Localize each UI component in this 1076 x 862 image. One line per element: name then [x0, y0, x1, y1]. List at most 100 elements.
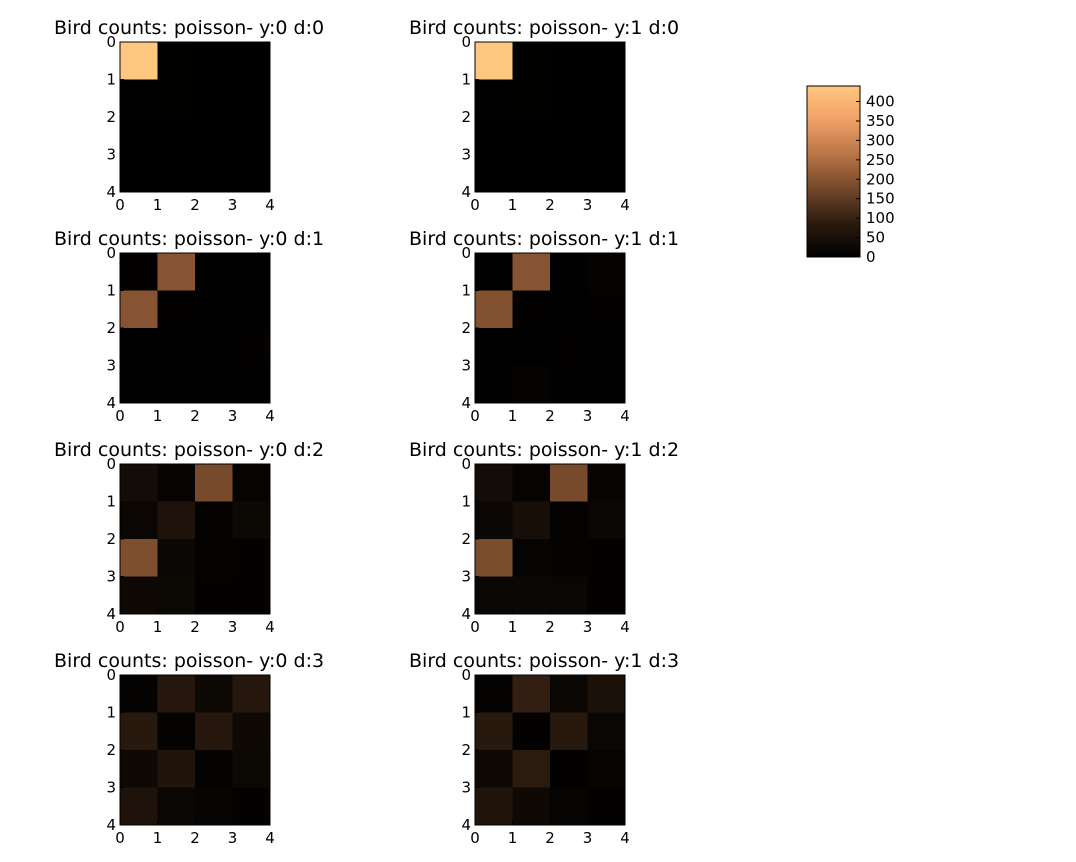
y-tick-label: 0 — [106, 33, 116, 51]
heatmap-cell — [157, 117, 196, 155]
y-tick-label: 0 — [461, 244, 471, 262]
heatmap-cell — [550, 501, 588, 540]
y-tick-label: 4 — [106, 816, 116, 834]
heatmap-cell — [550, 787, 588, 826]
heatmap-cell — [232, 365, 271, 404]
heatmap-cell — [195, 675, 233, 713]
y-tick-label: 1 — [461, 704, 471, 722]
x-tick-label: 3 — [228, 196, 238, 214]
heatmap-cell — [512, 787, 551, 826]
heatmap-cell — [512, 365, 551, 404]
heatmap-cell — [195, 464, 233, 502]
heatmap-cell — [157, 712, 196, 751]
heatmap-cell — [195, 365, 233, 404]
y-tick-label: 3 — [461, 568, 471, 586]
heatmap-cell — [587, 712, 626, 751]
heatmap-cell — [512, 253, 551, 291]
heatmap-cell — [512, 42, 551, 80]
colorbar-tick-label: 250 — [866, 151, 895, 169]
heatmap-cell — [587, 79, 626, 118]
heatmap-cell — [157, 42, 196, 80]
heatmap-cell — [587, 253, 626, 291]
heatmap-cell — [512, 675, 551, 713]
x-tick-label: 3 — [228, 407, 238, 425]
heatmap-cell — [195, 79, 233, 118]
heatmap-cell — [512, 501, 551, 540]
heatmap-cell — [587, 576, 626, 615]
heatmap-cell — [232, 154, 271, 193]
heatmap-cell — [475, 79, 513, 118]
x-tick-label: 2 — [190, 196, 200, 214]
panel-title: Bird counts: poisson- y:0 d:1 — [54, 228, 324, 250]
heatmap-cell — [550, 328, 588, 366]
heatmap-cell — [120, 464, 158, 502]
y-tick-label: 1 — [106, 71, 116, 89]
x-tick-label: 3 — [228, 829, 238, 847]
heatmap-cell — [512, 576, 551, 615]
x-tick-label: 0 — [115, 196, 125, 214]
y-tick-label: 1 — [106, 493, 116, 511]
heatmap-cell — [475, 750, 513, 788]
heatmap-cell — [550, 675, 588, 713]
heatmap-cell — [157, 675, 196, 713]
y-tick-label: 2 — [106, 530, 116, 548]
x-tick-label: 1 — [508, 196, 518, 214]
x-tick-label: 0 — [115, 618, 125, 636]
heatmap-cell — [157, 328, 196, 366]
heatmap-cell — [195, 501, 233, 540]
heatmap-cell — [587, 328, 626, 366]
heatmap-cell — [550, 253, 588, 291]
heatmap-cell — [157, 154, 196, 193]
x-tick-label: 0 — [470, 407, 480, 425]
x-tick-label: 4 — [620, 618, 630, 636]
heatmap-cell — [512, 464, 551, 502]
x-tick-label: 4 — [620, 196, 630, 214]
x-tick-label: 4 — [265, 618, 275, 636]
y-tick-label: 1 — [106, 282, 116, 300]
panel-title: Bird counts: poisson- y:1 d:3 — [409, 650, 679, 672]
x-tick-label: 4 — [265, 196, 275, 214]
x-tick-label: 1 — [508, 618, 518, 636]
colorbar-tick-label: 350 — [866, 112, 895, 130]
heatmap-cell — [475, 117, 513, 155]
heatmap-cell — [232, 117, 271, 155]
heatmap-cell — [232, 675, 271, 713]
heatmap-cell — [120, 750, 158, 788]
heatmap-cell — [157, 539, 196, 577]
heatmap-cell — [550, 365, 588, 404]
heatmap-cell — [475, 365, 513, 404]
panel-title: Bird counts: poisson- y:1 d:2 — [409, 439, 679, 461]
y-tick-label: 4 — [461, 183, 471, 201]
colorbar-tick-label: 0 — [866, 248, 876, 266]
heatmap-cell — [550, 79, 588, 118]
y-tick-label: 1 — [461, 282, 471, 300]
heatmap-cell — [195, 154, 233, 193]
y-tick-label: 1 — [106, 704, 116, 722]
heatmap-cell — [157, 576, 196, 615]
heatmap-cell — [587, 464, 626, 502]
y-tick-label: 0 — [106, 455, 116, 473]
y-tick-label: 3 — [106, 568, 116, 586]
heatmap-cell — [195, 42, 233, 80]
x-tick-label: 2 — [190, 407, 200, 425]
x-tick-label: 0 — [470, 618, 480, 636]
y-tick-label: 4 — [106, 605, 116, 623]
heatmap-cell — [195, 328, 233, 366]
heatmap-cell — [232, 501, 271, 540]
y-tick-label: 4 — [106, 394, 116, 412]
y-tick-label: 4 — [461, 605, 471, 623]
heatmap-cell — [232, 750, 271, 788]
colorbar-tick-label: 50 — [866, 229, 885, 247]
heatmap-cell — [195, 539, 233, 577]
heatmap-cell — [550, 464, 588, 502]
heatmap-cell — [157, 464, 196, 502]
x-tick-label: 1 — [508, 829, 518, 847]
y-tick-label: 2 — [461, 319, 471, 337]
heatmap-cell — [512, 290, 551, 329]
y-tick-label: 3 — [461, 146, 471, 164]
heatmap-cell — [475, 253, 513, 291]
heatmap-cell — [475, 539, 513, 577]
